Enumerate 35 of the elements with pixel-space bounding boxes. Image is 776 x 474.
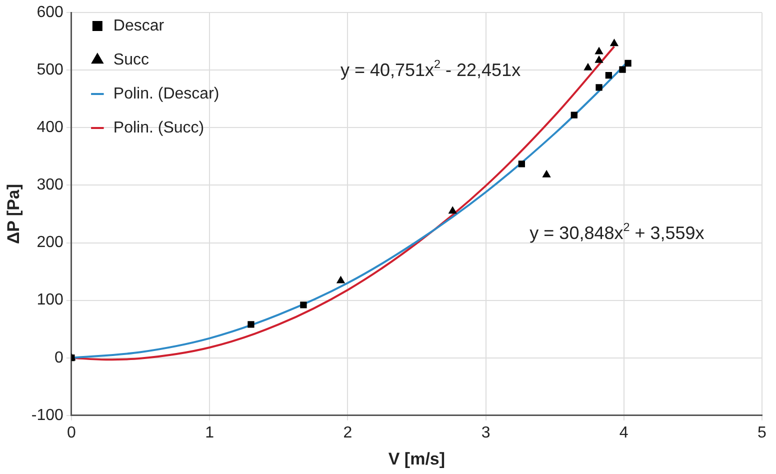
point — [542, 170, 551, 178]
x-tick-label: 5 — [758, 424, 767, 442]
point — [336, 276, 345, 284]
point — [624, 60, 632, 67]
x-axis-title: V [m/s] — [388, 449, 446, 468]
point — [595, 56, 603, 63]
point — [448, 206, 457, 214]
y-tick-label: -100 — [31, 406, 64, 424]
point — [300, 302, 307, 308]
point — [518, 160, 526, 168]
legend-label: Polin. (Descar) — [113, 85, 220, 102]
x-tick-label: 2 — [343, 424, 352, 442]
x-tick-label: 3 — [481, 424, 490, 442]
point — [595, 47, 603, 54]
point — [584, 63, 592, 70]
y-tick-label: 200 — [36, 234, 64, 252]
x-tick-label: 1 — [205, 424, 214, 442]
point — [248, 321, 254, 328]
point — [605, 72, 612, 79]
y-tick-label: 300 — [36, 176, 64, 194]
point — [570, 112, 578, 118]
y-tick-label: 100 — [36, 292, 64, 309]
y-tick-label: 400 — [36, 119, 64, 136]
y-axis-title: ΔP [Pa] — [4, 184, 23, 244]
y-tick-label: 0 — [54, 349, 64, 366]
legend-label: Descar — [113, 17, 165, 34]
legend-label: Polin. (Succ) — [113, 119, 204, 136]
x-tick-label: 0 — [66, 424, 76, 442]
point — [610, 39, 618, 46]
point — [596, 84, 602, 91]
legend-label: Succ — [113, 51, 149, 68]
x-tick-label: 4 — [619, 424, 628, 442]
point — [619, 66, 626, 73]
y-tick-label: 500 — [36, 62, 64, 79]
y-tick-label: 600 — [36, 4, 64, 22]
